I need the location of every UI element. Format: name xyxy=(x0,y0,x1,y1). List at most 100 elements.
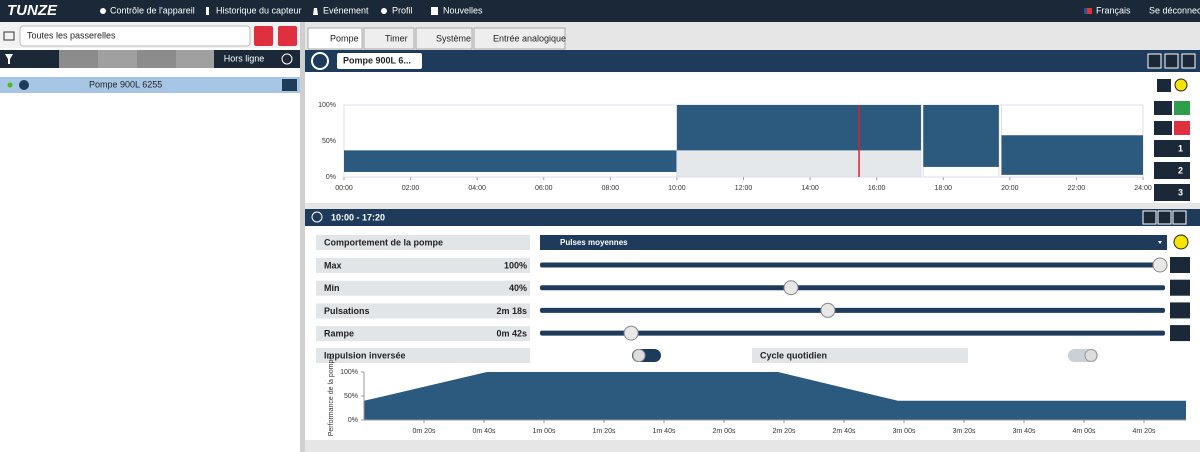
logout[interactable]: Se déconnecter xyxy=(1149,5,1200,15)
x-tick-label: 2m 40s xyxy=(833,428,856,435)
x-tick-label: 08:00 xyxy=(602,185,620,192)
nav-item[interactable]: Profil xyxy=(392,5,413,15)
language[interactable]: Français xyxy=(1096,5,1131,15)
header-button[interactable] xyxy=(1181,53,1196,69)
slider-button[interactable] xyxy=(1170,325,1190,342)
x-tick-label: 04:00 xyxy=(468,185,486,192)
button[interactable] xyxy=(1154,101,1172,115)
x-tick-label: 0m 20s xyxy=(413,428,436,435)
label-box xyxy=(316,326,530,342)
x-tick-label: 1m 20s xyxy=(593,428,616,435)
label-box xyxy=(752,348,968,363)
tab-label[interactable]: Entrée analogique xyxy=(493,33,566,43)
help-button[interactable] xyxy=(1173,234,1189,250)
splitter xyxy=(300,22,305,452)
header-button[interactable] xyxy=(1147,53,1162,69)
clock-icon xyxy=(311,211,323,223)
button[interactable] xyxy=(1174,101,1190,115)
x-tick-label: 20:00 xyxy=(1001,185,1019,192)
slider-knob[interactable] xyxy=(783,280,799,296)
logo[interactable]: TUNZE xyxy=(7,2,58,19)
label-box xyxy=(316,235,530,250)
schedule-button-label[interactable]: 3 xyxy=(1178,187,1183,197)
tab[interactable] xyxy=(307,27,363,50)
button[interactable] xyxy=(1157,79,1171,92)
tab[interactable] xyxy=(473,27,566,50)
nav-icon xyxy=(100,8,106,14)
tab-label[interactable]: Pompe xyxy=(330,33,359,43)
schedule-button[interactable] xyxy=(1154,162,1190,179)
dropdown[interactable] xyxy=(540,235,1167,250)
x-tick-label: 06:00 xyxy=(535,185,553,192)
dropdown-value[interactable]: Pulses moyennes xyxy=(560,238,628,247)
setting-label: Comportement de la pompe xyxy=(324,237,443,247)
y-tick-label: 0% xyxy=(348,417,358,424)
filter-button[interactable] xyxy=(176,50,214,68)
slider-button[interactable] xyxy=(1170,279,1190,296)
filter-icon xyxy=(5,54,13,64)
segment xyxy=(676,105,921,151)
toggle-knob xyxy=(632,349,646,362)
y-tick-label: 100% xyxy=(318,102,336,109)
nav-icon xyxy=(313,8,318,15)
profile-area xyxy=(364,372,1186,420)
y-tick-label: 0% xyxy=(326,174,336,181)
y-axis-label: Performance de la pompe xyxy=(328,356,335,437)
button[interactable] xyxy=(254,26,273,46)
flag-icon xyxy=(1084,8,1092,14)
bell-button[interactable] xyxy=(282,79,297,91)
tab-label[interactable]: Timer xyxy=(385,33,408,43)
slider-button[interactable] xyxy=(1170,302,1190,319)
filter-button[interactable] xyxy=(20,50,59,68)
period-header xyxy=(305,209,1200,226)
label-box xyxy=(316,348,530,363)
label-box xyxy=(316,303,530,319)
header-button[interactable] xyxy=(1142,210,1157,225)
segment xyxy=(923,105,999,167)
filter-button[interactable] xyxy=(137,50,176,68)
clock-icon[interactable] xyxy=(281,53,293,65)
footer-gap xyxy=(305,440,1200,452)
setting-label: Rampe xyxy=(324,328,354,338)
schedule-button-label[interactable]: 2 xyxy=(1178,165,1183,175)
button[interactable] xyxy=(1154,121,1172,135)
filter-button[interactable] xyxy=(98,50,137,68)
button[interactable] xyxy=(1174,121,1190,135)
header-button[interactable] xyxy=(1172,210,1187,225)
slider-knob[interactable] xyxy=(623,325,639,341)
x-tick-label: 4m 00s xyxy=(1073,428,1096,435)
search-input[interactable] xyxy=(19,25,251,47)
slider-track xyxy=(540,262,1165,268)
tab[interactable] xyxy=(363,27,415,50)
flag-icon xyxy=(1084,8,1087,14)
tab[interactable] xyxy=(415,27,473,50)
gap xyxy=(305,203,1200,209)
help-button[interactable] xyxy=(1174,78,1188,92)
schedule-button[interactable] xyxy=(1154,140,1190,157)
x-tick-label: 2m 20s xyxy=(773,428,796,435)
setting-value: 0m 42s xyxy=(496,328,527,338)
nav-item[interactable]: Nouvelles xyxy=(443,5,483,15)
slider-knob[interactable] xyxy=(820,302,836,318)
nav-item[interactable]: Historique du capteur xyxy=(216,5,302,15)
filter-button[interactable] xyxy=(59,50,98,68)
schedule-button[interactable] xyxy=(1154,184,1190,201)
button[interactable] xyxy=(278,26,297,46)
device-row[interactable] xyxy=(0,77,300,93)
slider-knob[interactable] xyxy=(1152,257,1168,273)
slider-button[interactable] xyxy=(1170,257,1190,273)
nav-item[interactable]: Evénement xyxy=(323,5,369,15)
offline-filter[interactable]: Hors ligne xyxy=(224,53,265,63)
header-button[interactable] xyxy=(1164,53,1179,69)
y-tick-label: 50% xyxy=(344,393,358,400)
x-tick-label: 18:00 xyxy=(934,185,952,192)
nav-item[interactable]: Contrôle de l'appareil xyxy=(110,5,195,15)
schedule-button-label[interactable]: 1 xyxy=(1178,143,1183,153)
x-tick-label: 00:00 xyxy=(335,185,353,192)
header-button[interactable] xyxy=(1157,210,1172,225)
slider-track xyxy=(540,307,1165,313)
navbar xyxy=(0,0,1200,22)
tab-label[interactable]: Système xyxy=(436,33,471,43)
setting-value: 2m 18s xyxy=(496,306,527,316)
